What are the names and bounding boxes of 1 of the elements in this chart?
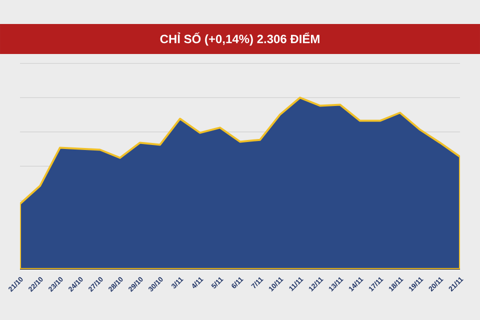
chart-title: CHỈ SỐ (+0,14%) 2.306 ĐIỂM: [160, 32, 320, 46]
